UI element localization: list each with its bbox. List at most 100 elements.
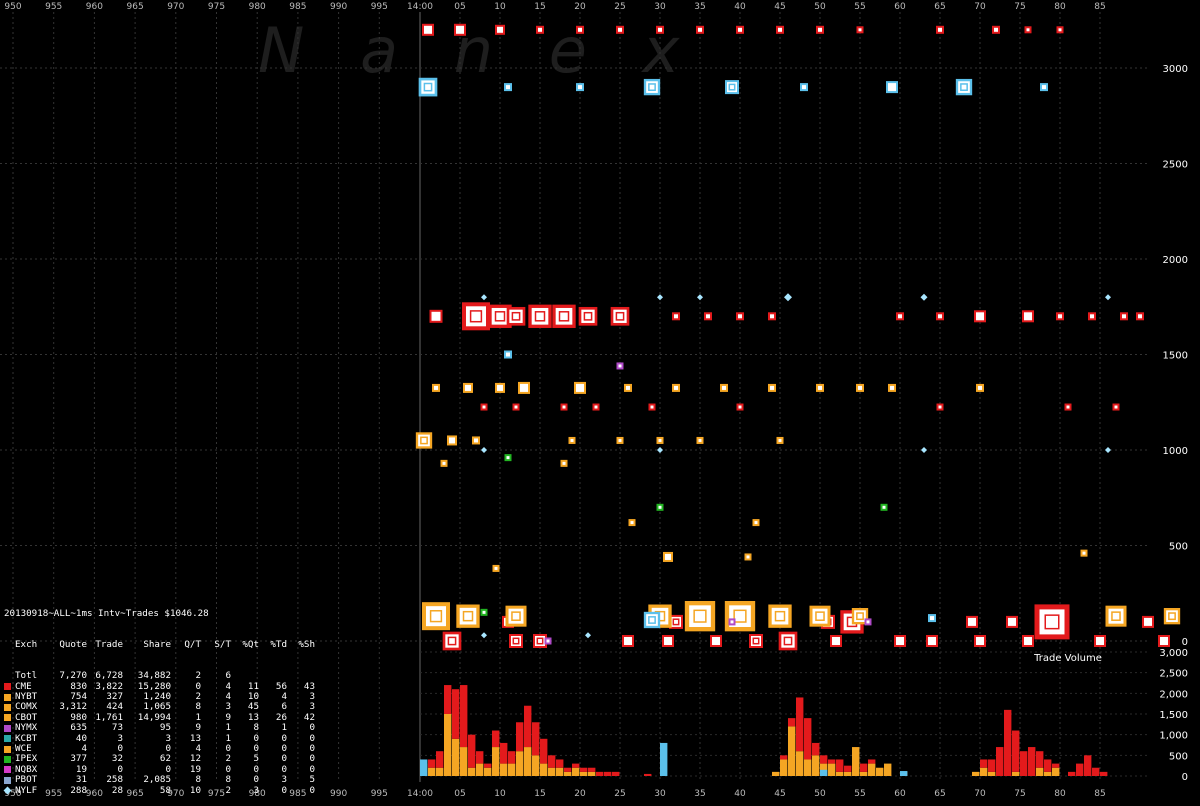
stats-cell-st: 4: [225, 691, 231, 703]
x-tick-label-bottom: 980: [249, 789, 266, 799]
stats-cell-ptd: 0: [281, 784, 287, 796]
stats-cell-qt: 2: [195, 691, 201, 703]
stats-cell-ptd: 26: [275, 711, 287, 723]
x-tick-label-bottom: 30: [654, 789, 666, 799]
vol-tick-label: 3,000: [1159, 648, 1188, 659]
x-tick-label-top: 995: [371, 2, 388, 12]
volume-bar: [428, 767, 436, 776]
scatter-point-square: [463, 382, 473, 393]
volume-bar: [428, 759, 436, 768]
scatter-point-square: [1080, 549, 1088, 557]
stats-cell-exch: CBOT: [15, 711, 38, 723]
volume-bar-aux: [420, 759, 428, 776]
stats-cell-exch: CME: [15, 680, 32, 692]
stats-cell-st: 3: [225, 701, 231, 713]
volume-bar: [868, 759, 876, 764]
volume-bar: [1036, 767, 1044, 776]
scatter-point-square: [1034, 604, 1070, 640]
legend-swatch-icon: [4, 766, 11, 774]
volume-bar: [796, 751, 804, 776]
vol-tick-label: 2,500: [1159, 669, 1188, 680]
stats-header-cell: Trade: [95, 639, 123, 651]
stats-row: NYBT 754 327 1,240 2 4 10 4 3: [4, 691, 315, 703]
x-tick-label-top: 970: [167, 2, 184, 12]
scatter-point-square: [672, 312, 680, 321]
scatter-point-square: [480, 608, 488, 616]
stats-header-cell: %Sh: [298, 639, 315, 651]
stats-cell-pqt: 10: [247, 691, 259, 703]
volume-bar: [436, 767, 444, 776]
volume-bar: [540, 763, 548, 776]
x-tick-label-bottom: 85: [1094, 789, 1105, 799]
scatter-point-square: [610, 306, 630, 326]
volume-bar: [468, 767, 476, 776]
legend-swatch-icon: [4, 704, 11, 712]
volume-bar-aux: [660, 742, 668, 776]
scatter-point-square: [415, 432, 433, 449]
x-tick-label-top: 45: [774, 2, 785, 12]
volume-bar: [500, 742, 508, 764]
legend-swatch-icon: [4, 673, 11, 680]
volume-bar: [844, 771, 852, 776]
stats-cell-exch: KCBT: [15, 732, 38, 744]
x-tick-label-top: 15: [534, 2, 545, 12]
scatter-point-square: [574, 381, 586, 394]
scatter-point-square: [454, 23, 466, 36]
scatter-point-inner: [423, 82, 433, 92]
x-tick-label-bottom: 965: [127, 789, 144, 799]
scatter-point-square: [672, 383, 680, 392]
scatter-point-square: [776, 436, 784, 444]
stats-panel: 20130918~ALL~1ms Intv~Trades $1046.28 Ex…: [3, 588, 315, 806]
scatter-point-square: [648, 403, 656, 411]
scatter-point-square: [528, 304, 552, 328]
stats-cell-ptd: 0: [281, 732, 287, 744]
scatter-point-square: [533, 634, 547, 648]
stats-cell-trade: 73: [111, 722, 123, 734]
scatter-point-square: [888, 383, 896, 392]
volume-bar: [612, 771, 620, 776]
stats-cell-share: 34,882: [137, 670, 171, 682]
stats-row: Totl 7,270 6,728 34,882 2 6: [4, 670, 315, 682]
scatter-point-square: [495, 382, 505, 393]
volume-bar: [484, 763, 492, 768]
volume-bar: [884, 763, 892, 776]
scatter-point-inner: [728, 83, 736, 91]
volume-bar: [804, 759, 812, 776]
x-tick-label-bottom: 15: [534, 789, 545, 799]
stats-cell-share: 2,085: [143, 774, 171, 786]
stats-cell-quote: 7,270: [59, 670, 87, 682]
x-tick-label-bottom: 14:00: [407, 789, 433, 799]
scatter-point-square: [628, 519, 636, 527]
volume-bar: [972, 771, 980, 776]
stats-cell-ptd: 56: [275, 680, 287, 692]
x-tick-label-bottom: 10: [494, 789, 506, 799]
volume-bar: [1044, 759, 1052, 772]
volume-bar: [980, 767, 988, 776]
stats-cell-trade: 0: [117, 763, 123, 775]
volume-bar: [540, 738, 548, 764]
scatter-point-square: [656, 25, 664, 34]
volume-bar: [1004, 709, 1012, 776]
scatter-point-square: [768, 604, 792, 628]
volume-bar: [812, 742, 820, 756]
volume-bar: [828, 759, 836, 764]
x-tick-label-bottom: 975: [208, 789, 225, 799]
stats-header-cell: %Td: [270, 639, 287, 651]
volume-bar: [1068, 771, 1076, 776]
volume-bar: [572, 767, 580, 776]
scatter-point-square: [1142, 615, 1154, 628]
scatter-point-square: [816, 25, 824, 34]
scatter-point-square: [725, 80, 739, 95]
stats-cell-psh: 43: [303, 680, 315, 692]
x-tick-label-bottom: 50: [814, 789, 826, 799]
stats-cell-psh: 0: [309, 732, 315, 744]
y-tick-label: 1500: [1163, 351, 1188, 362]
stats-cell-quote: 288: [70, 784, 87, 796]
scatter-point-square: [480, 403, 488, 411]
scatter-point-square: [864, 618, 872, 626]
stats-row: PBOT 31 258 2,085 8 8 0 3 5: [4, 774, 315, 786]
stats-cell-quote: 40: [75, 732, 87, 744]
volume-bar: [1092, 767, 1100, 776]
volume-bar: [580, 771, 588, 776]
scatter-point-inner: [752, 637, 760, 645]
